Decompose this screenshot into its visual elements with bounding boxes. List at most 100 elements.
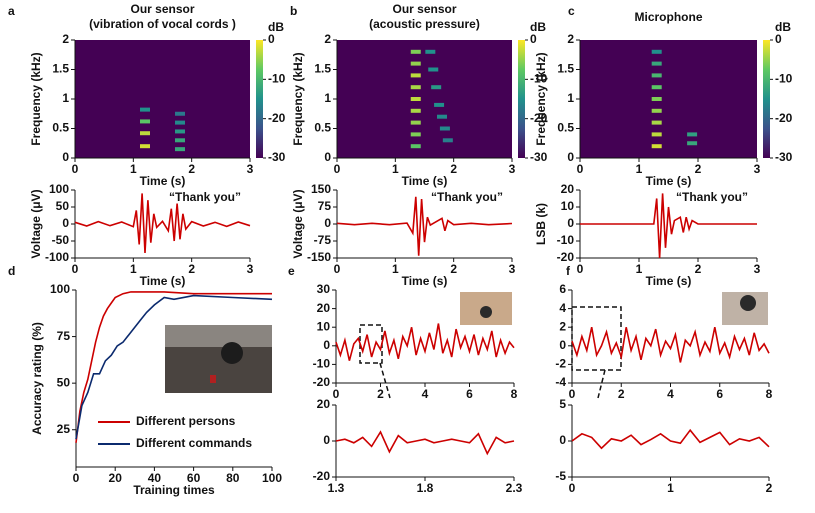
x-tick-label: 3 bbox=[247, 162, 254, 176]
x-tick-label: 2 bbox=[450, 162, 457, 176]
spectrogram-cell bbox=[410, 132, 421, 137]
colorbar-tick-label: -20 bbox=[530, 111, 548, 125]
spectrogram-cell bbox=[175, 120, 185, 125]
x-tick-label: 2 bbox=[188, 162, 195, 176]
spectrogram-cell bbox=[140, 107, 150, 112]
y-axis-label: Frequency (kHz) bbox=[291, 52, 305, 145]
y-tick-label: 0 bbox=[324, 150, 331, 164]
chart-subtitle: (vibration of vocal cords ) bbox=[89, 17, 236, 31]
spectrogram-cell bbox=[140, 119, 150, 124]
x-tick-label: 6 bbox=[466, 387, 473, 401]
x-tick-label: 3 bbox=[754, 162, 761, 176]
panel-label: d bbox=[8, 264, 15, 278]
y-tick-label: 20 bbox=[317, 397, 331, 411]
x-tick-label: 0 bbox=[72, 262, 79, 276]
spectrogram-cell bbox=[410, 73, 421, 78]
y-tick-label: -10 bbox=[313, 357, 331, 371]
colorbar-tick-label: -10 bbox=[775, 72, 793, 86]
spectrogram-cell bbox=[651, 120, 662, 125]
x-tick-label: 0 bbox=[577, 262, 584, 276]
y-axis-label: Voltage (μV) bbox=[291, 189, 305, 258]
x-tick-label: 2 bbox=[695, 162, 702, 176]
y-tick-label: 10 bbox=[561, 199, 575, 213]
x-tick-label: 1 bbox=[130, 262, 137, 276]
x-axis-label: Time (s) bbox=[646, 274, 692, 288]
y-tick-label: 6 bbox=[559, 282, 566, 296]
colorbar-tick-label: -20 bbox=[268, 111, 286, 125]
y-axis-label: Voltage (μV) bbox=[29, 189, 43, 258]
y-tick-label: 0 bbox=[559, 433, 566, 447]
data-line bbox=[335, 430, 515, 456]
y-tick-label: -4 bbox=[555, 375, 566, 389]
y-tick-label: 10 bbox=[317, 319, 331, 333]
photo-inset bbox=[722, 292, 768, 325]
spectrogram-cell bbox=[651, 85, 662, 90]
colorbar-label: dB bbox=[775, 20, 791, 34]
y-tick-label: 2 bbox=[62, 32, 69, 46]
y-tick-label: 0 bbox=[567, 150, 574, 164]
x-tick-label: 8 bbox=[766, 387, 773, 401]
x-tick-label: 0 bbox=[333, 387, 340, 401]
y-tick-label: 0 bbox=[62, 150, 69, 164]
spectrogram-cell bbox=[431, 85, 442, 90]
x-tick-label: 1 bbox=[667, 481, 674, 495]
annotation: “Thank you” bbox=[676, 190, 748, 204]
x-axis-label: Time (s) bbox=[402, 174, 448, 188]
y-tick-label: 25 bbox=[57, 422, 71, 436]
y-tick-label: 0 bbox=[323, 433, 330, 447]
y-tick-label: -75 bbox=[314, 233, 332, 247]
x-tick-label: 1 bbox=[636, 262, 643, 276]
x-tick-label: 1 bbox=[130, 162, 137, 176]
colorbar-tick-label: 0 bbox=[268, 32, 275, 46]
data-line bbox=[336, 196, 513, 256]
spectrogram-cell bbox=[410, 85, 421, 90]
spectrogram-cell bbox=[687, 132, 698, 137]
x-axis-label: Time (s) bbox=[646, 174, 692, 188]
x-tick-label: 3 bbox=[247, 262, 254, 276]
x-axis-label: Time (s) bbox=[140, 274, 186, 288]
spectrogram-cell bbox=[687, 141, 698, 146]
y-tick-label: 0 bbox=[559, 338, 566, 352]
x-tick-label: 3 bbox=[754, 262, 761, 276]
x-tick-label: 2 bbox=[766, 481, 773, 495]
spectrogram-cell bbox=[434, 102, 445, 107]
x-tick-label: 3 bbox=[509, 162, 516, 176]
x-axis-label: Time (s) bbox=[402, 274, 448, 288]
y-tick-label: 2 bbox=[567, 32, 574, 46]
spectrogram-cell bbox=[425, 49, 436, 54]
spectrogram-cell bbox=[140, 144, 150, 149]
x-tick-label: 20 bbox=[109, 471, 123, 485]
x-tick-label: 0 bbox=[334, 262, 341, 276]
data-line bbox=[75, 291, 272, 443]
spectrogram-cell bbox=[410, 61, 421, 66]
x-tick-label: 1.3 bbox=[328, 481, 345, 495]
panel-label: f bbox=[566, 264, 571, 278]
y-tick-label: 0 bbox=[567, 216, 574, 230]
spectrogram-cell bbox=[437, 114, 447, 119]
x-tick-label: 0 bbox=[569, 481, 576, 495]
spectrogram-cell bbox=[410, 120, 421, 125]
data-line bbox=[571, 428, 770, 450]
photo-inset bbox=[460, 292, 512, 325]
colorbar-tick-label: -10 bbox=[530, 72, 548, 86]
y-tick-label: 0.5 bbox=[52, 121, 69, 135]
colorbar-tick-label: -20 bbox=[775, 111, 793, 125]
spectrogram-cell bbox=[651, 108, 662, 113]
x-tick-label: 0 bbox=[72, 162, 79, 176]
colorbar-tick-label: -30 bbox=[530, 150, 548, 164]
colorbar-tick-label: -30 bbox=[775, 150, 793, 164]
x-tick-label: 1.8 bbox=[417, 481, 434, 495]
y-tick-label: 0 bbox=[323, 338, 330, 352]
spectrogram-cell bbox=[651, 97, 662, 101]
y-tick-label: 0.5 bbox=[314, 121, 331, 135]
colorbar-tick-label: 0 bbox=[530, 32, 537, 46]
plot-background bbox=[75, 40, 250, 158]
y-tick-label: 20 bbox=[317, 301, 331, 315]
data-line bbox=[74, 193, 251, 253]
x-tick-label: 2 bbox=[695, 262, 702, 276]
y-tick-label: 150 bbox=[311, 182, 331, 196]
spectrogram-cell bbox=[651, 49, 662, 54]
x-tick-label: 0 bbox=[334, 162, 341, 176]
x-tick-label: 2 bbox=[450, 262, 457, 276]
